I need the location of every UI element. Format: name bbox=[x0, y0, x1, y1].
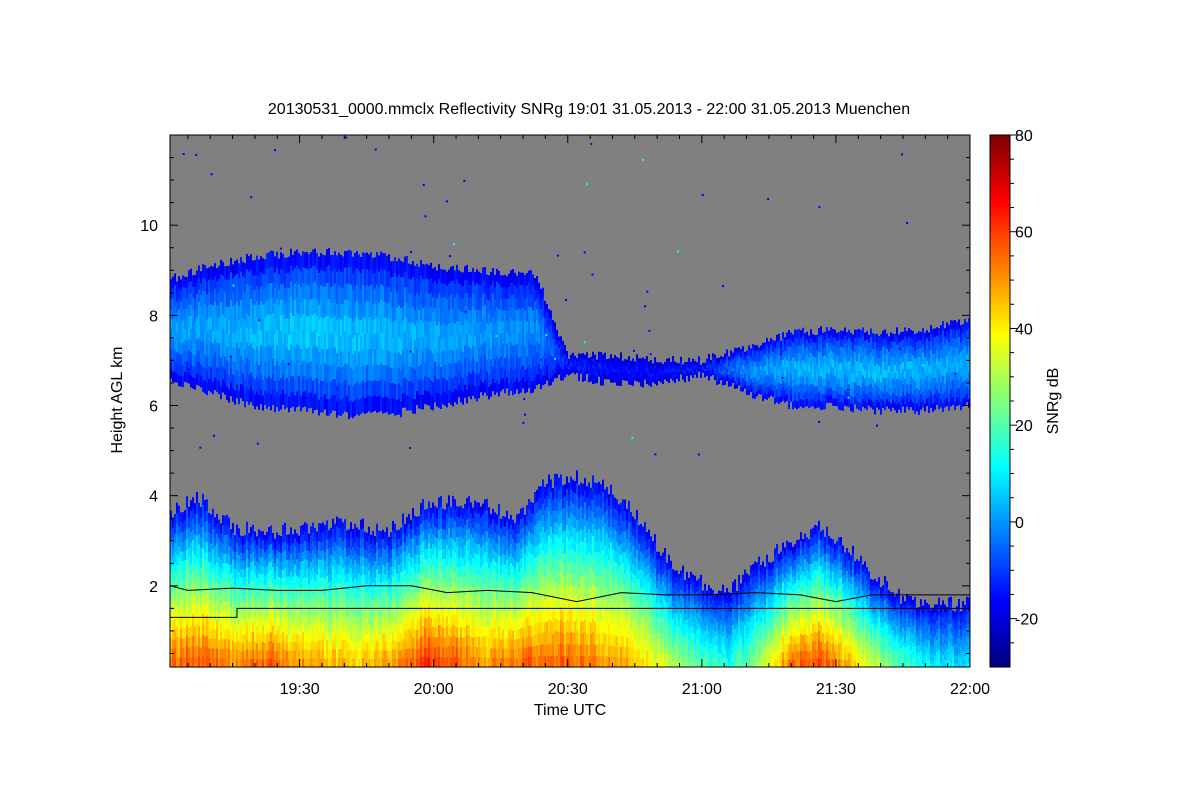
y-tick-label: 6 bbox=[149, 399, 158, 416]
colorbar-tick-label: 80 bbox=[1015, 128, 1033, 145]
x-axis-label: Time UTC bbox=[534, 702, 606, 719]
y-axis-label: Height AGL km bbox=[109, 346, 126, 453]
colorbar-tick-label: -20 bbox=[1015, 612, 1038, 629]
x-tick-label: 21:30 bbox=[816, 681, 856, 698]
plot-area bbox=[169, 134, 971, 668]
colorbar-gradient bbox=[989, 134, 1011, 668]
y-axis: 2 4 6 8 10 bbox=[140, 157, 970, 654]
x-tick-label: 21:00 bbox=[682, 681, 722, 698]
colorbar-tick-label: 60 bbox=[1015, 225, 1033, 242]
x-tick-label: 22:00 bbox=[950, 681, 990, 698]
colorbar-label: SNRg dB bbox=[1045, 368, 1062, 435]
y-tick-label: 8 bbox=[149, 308, 158, 325]
noise-speckle bbox=[182, 136, 957, 456]
y-tick-label: 10 bbox=[140, 218, 158, 235]
step-line bbox=[170, 607, 970, 618]
x-tick-label: 20:00 bbox=[414, 681, 454, 698]
reflectivity-field bbox=[170, 248, 970, 668]
colorbar-tick-label: 40 bbox=[1015, 321, 1033, 338]
y-tick-label: 2 bbox=[149, 579, 158, 596]
y-tick-label: 4 bbox=[149, 489, 158, 506]
colorbar-ticks: -20 0 20 40 60 80 bbox=[1010, 128, 1038, 644]
colorbar: -20 0 20 40 60 80 SNRg dB bbox=[989, 128, 1062, 668]
x-tick-label: 20:30 bbox=[548, 681, 588, 698]
plot-frame bbox=[169, 134, 971, 668]
chart-title: 20130531_0000.mmclx Reflectivity SNRg 19… bbox=[268, 101, 910, 118]
x-tick-label: 19:30 bbox=[280, 681, 320, 698]
boundary-layer-line bbox=[169, 585, 970, 603]
colorbar-tick-label: 20 bbox=[1015, 418, 1033, 435]
colorbar-tick-label: 0 bbox=[1015, 515, 1024, 532]
x-axis: 19:30 20:00 20:30 21:00 21:30 22:00 bbox=[187, 135, 990, 698]
